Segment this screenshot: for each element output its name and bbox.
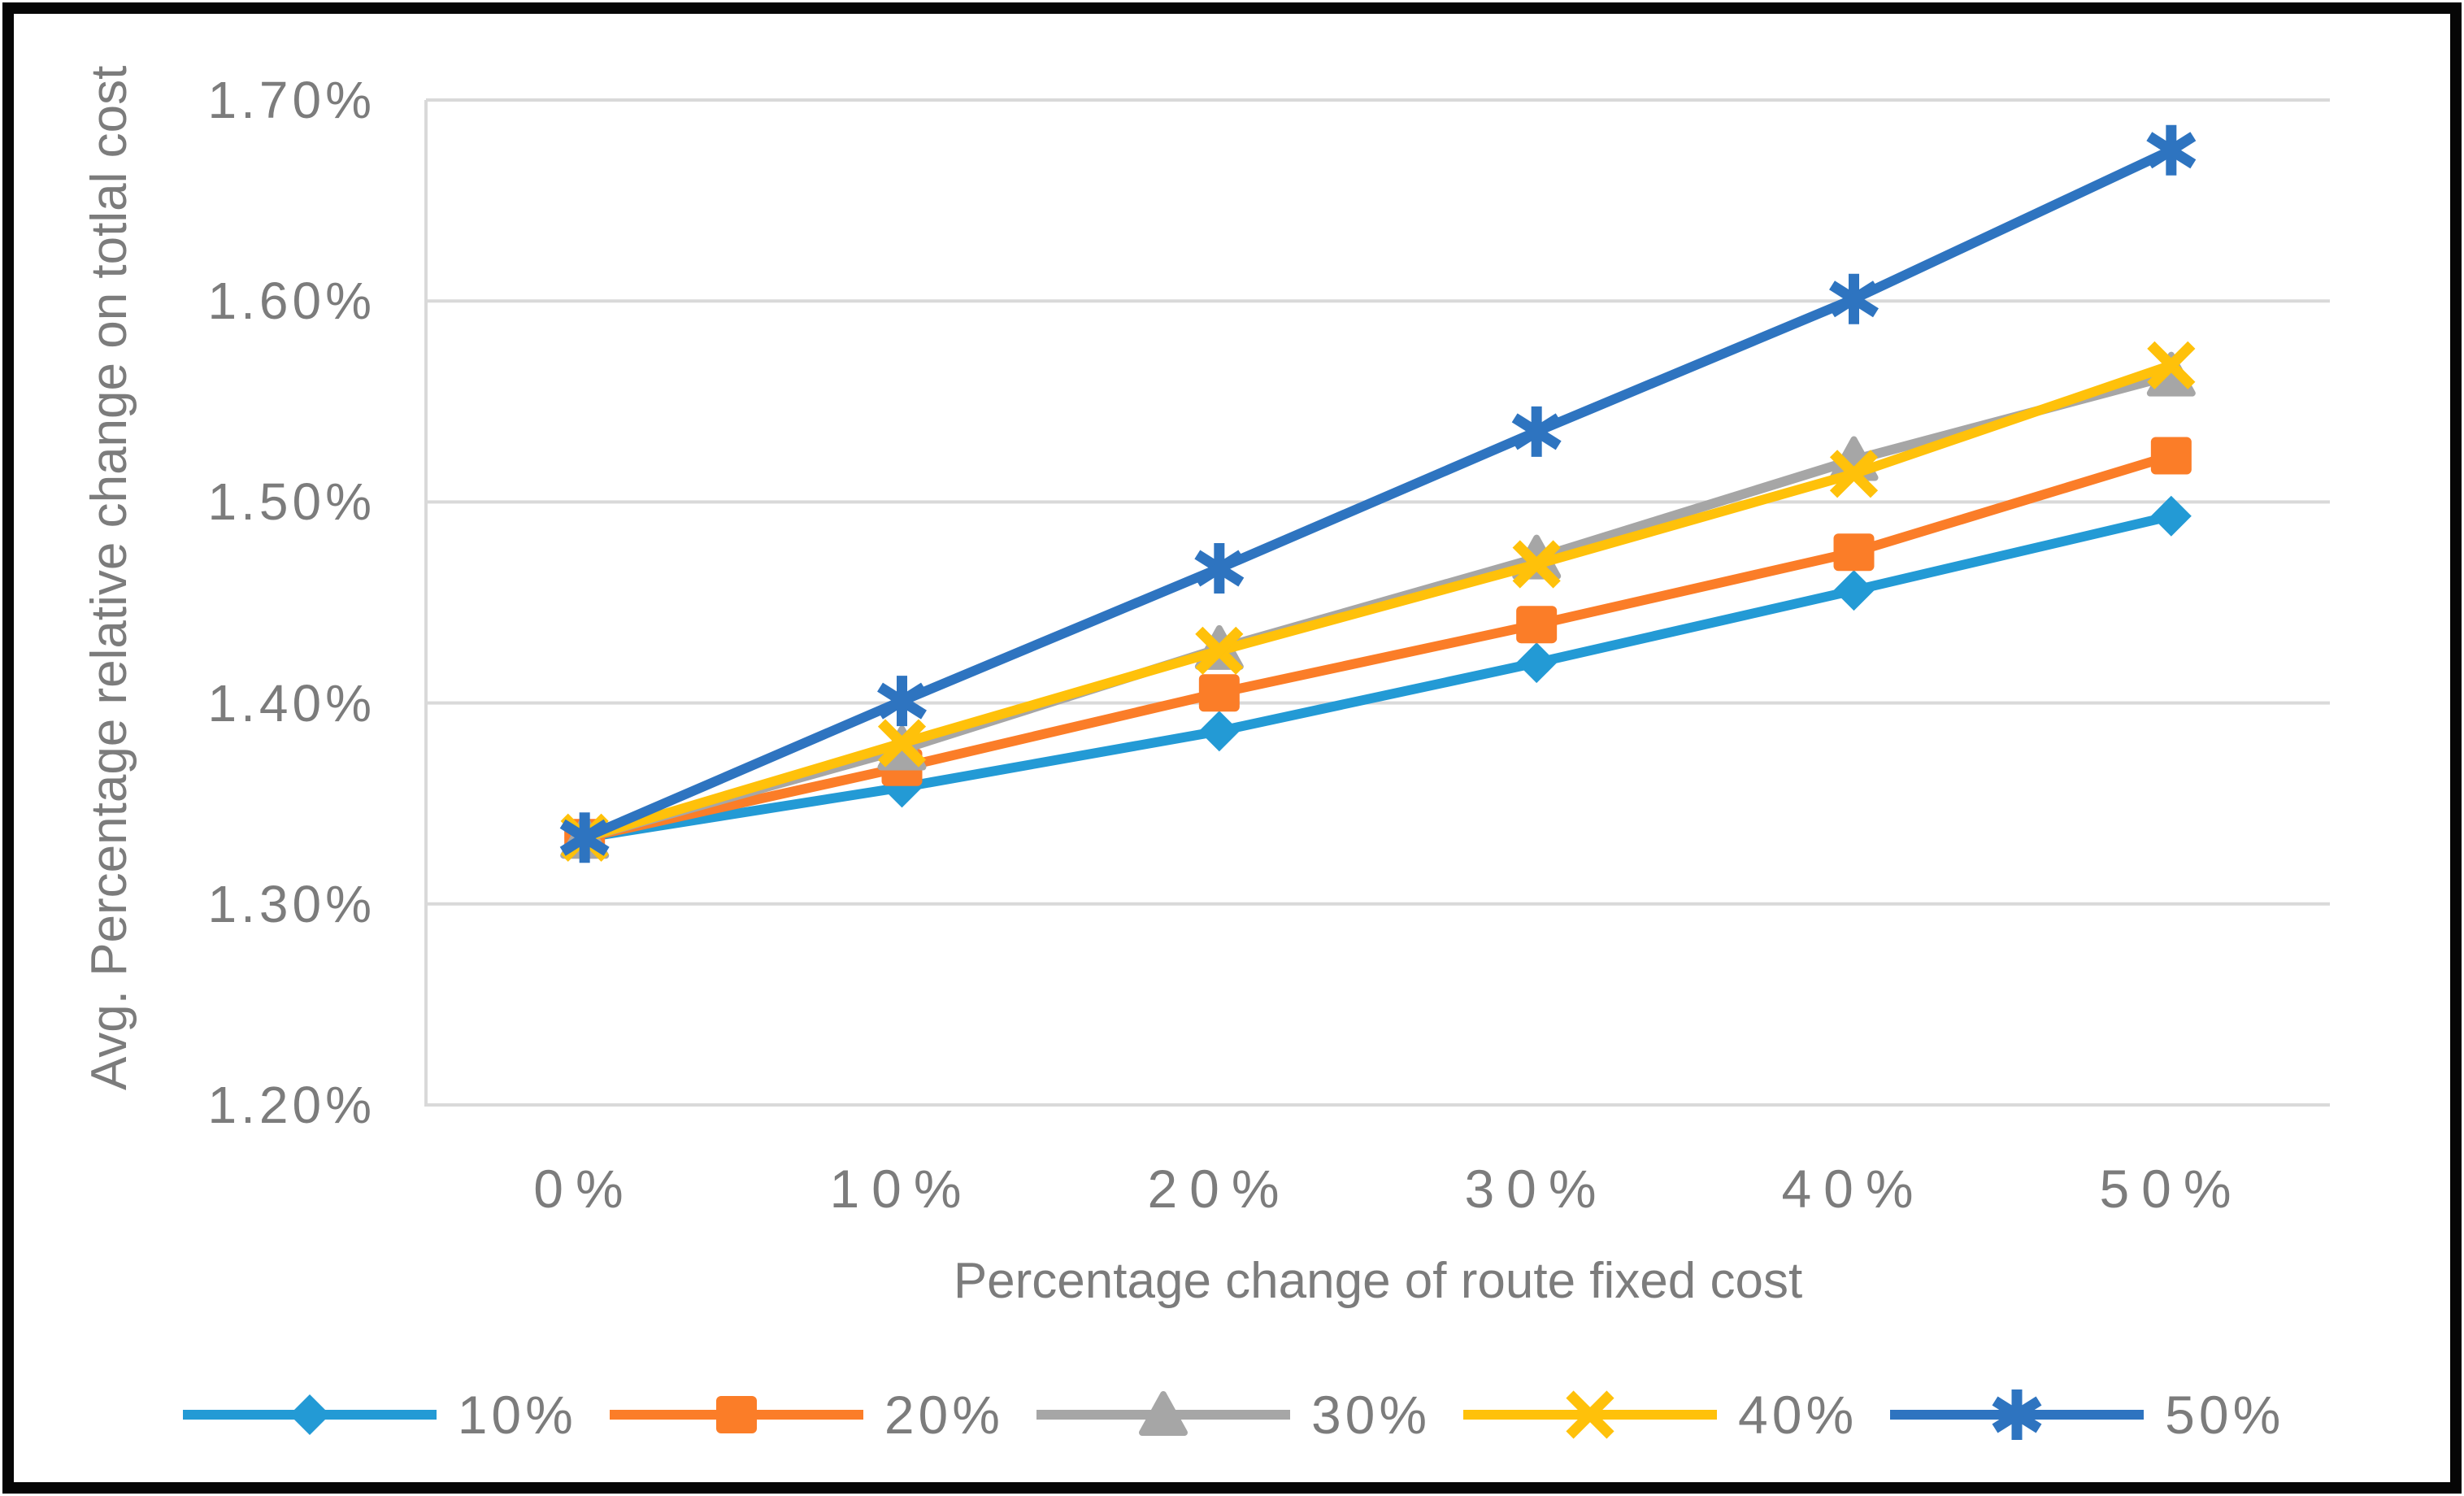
square-marker-icon — [606, 1385, 867, 1445]
shape — [2146, 132, 2197, 169]
diamond-marker — [1198, 711, 1240, 752]
x-marker — [1195, 626, 1244, 675]
shape — [2147, 341, 2196, 389]
diamond-marker-icon — [180, 1385, 440, 1445]
shape — [559, 819, 610, 856]
diamond-marker — [289, 1394, 330, 1435]
diamond-marker — [1833, 570, 1875, 611]
asterisk-marker — [559, 812, 610, 863]
shape — [1833, 570, 1875, 611]
shape — [1566, 1390, 1614, 1439]
x-marker — [1512, 540, 1561, 589]
shape — [1198, 674, 1240, 712]
y-tick-label: 1.40% — [207, 674, 376, 733]
x-marker — [1829, 450, 1879, 498]
shape — [715, 1396, 757, 1433]
shape — [289, 1394, 330, 1435]
shape — [1516, 642, 1558, 684]
legend-entry: 50% — [1887, 1385, 2284, 1445]
y-tick-label: 1.70% — [207, 71, 376, 129]
legend-label: 30% — [1310, 1385, 1432, 1445]
x-marker — [1566, 1390, 1614, 1439]
legend-label: 20% — [884, 1385, 1004, 1445]
series-line-50% — [582, 146, 2174, 842]
legend-entry: 10% — [180, 1385, 577, 1445]
series-line-10% — [584, 511, 2173, 843]
legend-swatch-svg — [182, 1394, 437, 1435]
x-tick-label: 20% — [1147, 1159, 1292, 1219]
legend-entry: 40% — [1460, 1385, 1858, 1445]
legend-swatch-svg — [609, 1396, 863, 1433]
square-marker — [1833, 533, 1875, 572]
shape — [1829, 450, 1879, 498]
shape — [1512, 540, 1561, 589]
diamond-marker — [2150, 495, 2192, 537]
y-tick-label: 1.20% — [207, 1076, 376, 1134]
triangle-marker-icon — [1033, 1385, 1293, 1445]
asterisk-marker — [877, 676, 927, 727]
legend-swatch-svg — [1463, 1390, 1718, 1439]
shape — [1516, 606, 1558, 644]
x-tick-label: 10% — [829, 1159, 974, 1219]
shape — [1511, 413, 1562, 450]
legend-swatch-svg — [1036, 1391, 1290, 1436]
square-marker — [1198, 674, 1240, 712]
x-tick-label: 50% — [2099, 1159, 2244, 1219]
x-tick-label: 30% — [1464, 1159, 1609, 1219]
legend-entry: 30% — [1033, 1385, 1431, 1445]
x-tick-label: 0% — [533, 1159, 636, 1219]
square-marker — [2150, 437, 2192, 475]
x-tick-label: 40% — [1781, 1159, 1926, 1219]
asterisk-marker — [1511, 406, 1562, 457]
shape — [1195, 626, 1244, 675]
legend-entry: 20% — [606, 1385, 1004, 1445]
asterisk-marker — [2146, 124, 2197, 176]
x-axis-title: Percentage change of route fixed cost — [953, 1253, 1803, 1309]
shape — [1138, 1391, 1188, 1436]
asterisk-marker — [1992, 1389, 2042, 1440]
y-tick-label: 1.30% — [207, 875, 376, 933]
chart-legend: 10% 20% 30% 40% 50% — [0, 1378, 2464, 1451]
triangle-marker — [1138, 1391, 1188, 1436]
x-marker-icon — [1460, 1385, 1720, 1445]
asterisk-marker — [1829, 273, 1879, 324]
legend-swatch-svg — [1890, 1389, 2145, 1440]
square-marker — [715, 1396, 757, 1433]
series-markers-50% — [559, 124, 2197, 863]
asterisk-marker-icon — [1887, 1385, 2147, 1445]
shape — [1829, 280, 1879, 318]
x-marker — [2147, 341, 2196, 389]
series-line-40% — [583, 360, 2173, 842]
series-line-20% — [583, 450, 2173, 843]
diamond-marker — [1516, 642, 1558, 684]
shape — [1992, 1396, 2042, 1433]
asterisk-marker — [1194, 542, 1245, 594]
y-tick-label: 1.50% — [207, 472, 376, 531]
y-tick-label: 1.60% — [207, 272, 376, 330]
square-marker — [1516, 606, 1558, 644]
legend-label: 50% — [2165, 1385, 2285, 1445]
shape — [2150, 495, 2192, 537]
shape — [1198, 711, 1240, 752]
shape — [1194, 550, 1245, 587]
legend-label: 40% — [1738, 1385, 1858, 1445]
legend-label: 10% — [457, 1385, 577, 1445]
x-marker — [877, 719, 927, 768]
y-axis-title: Avg. Percentage relative change on totla… — [81, 65, 137, 1090]
shape — [877, 719, 927, 768]
shape — [2150, 437, 2192, 475]
shape — [1833, 533, 1875, 572]
shape — [877, 682, 927, 720]
